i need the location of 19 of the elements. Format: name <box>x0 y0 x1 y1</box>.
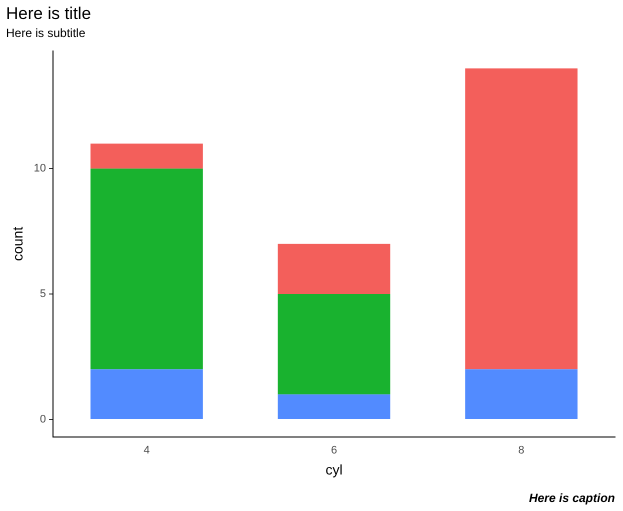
bar <box>465 68 578 370</box>
y-tick-label: 0 <box>40 413 46 426</box>
bar <box>90 369 203 419</box>
x-axis-title: cyl <box>325 461 343 478</box>
x-tick-label: 4 <box>144 444 150 457</box>
bar <box>465 369 578 419</box>
bar <box>278 244 390 294</box>
text: Here is caption <box>528 491 615 505</box>
y-axis-title: count <box>9 226 26 262</box>
bar <box>278 294 390 394</box>
bar <box>278 394 390 419</box>
bar <box>90 144 203 169</box>
x-tick-label: 8 <box>518 444 524 457</box>
chart-subtitle: Here is subtitle <box>6 26 86 40</box>
y-tick-label: 10 <box>34 162 46 175</box>
bar <box>90 168 203 370</box>
x-tick-label: 6 <box>330 444 338 457</box>
y-tick-label: 5 <box>40 288 46 300</box>
chart-title: Here is title <box>6 4 92 23</box>
